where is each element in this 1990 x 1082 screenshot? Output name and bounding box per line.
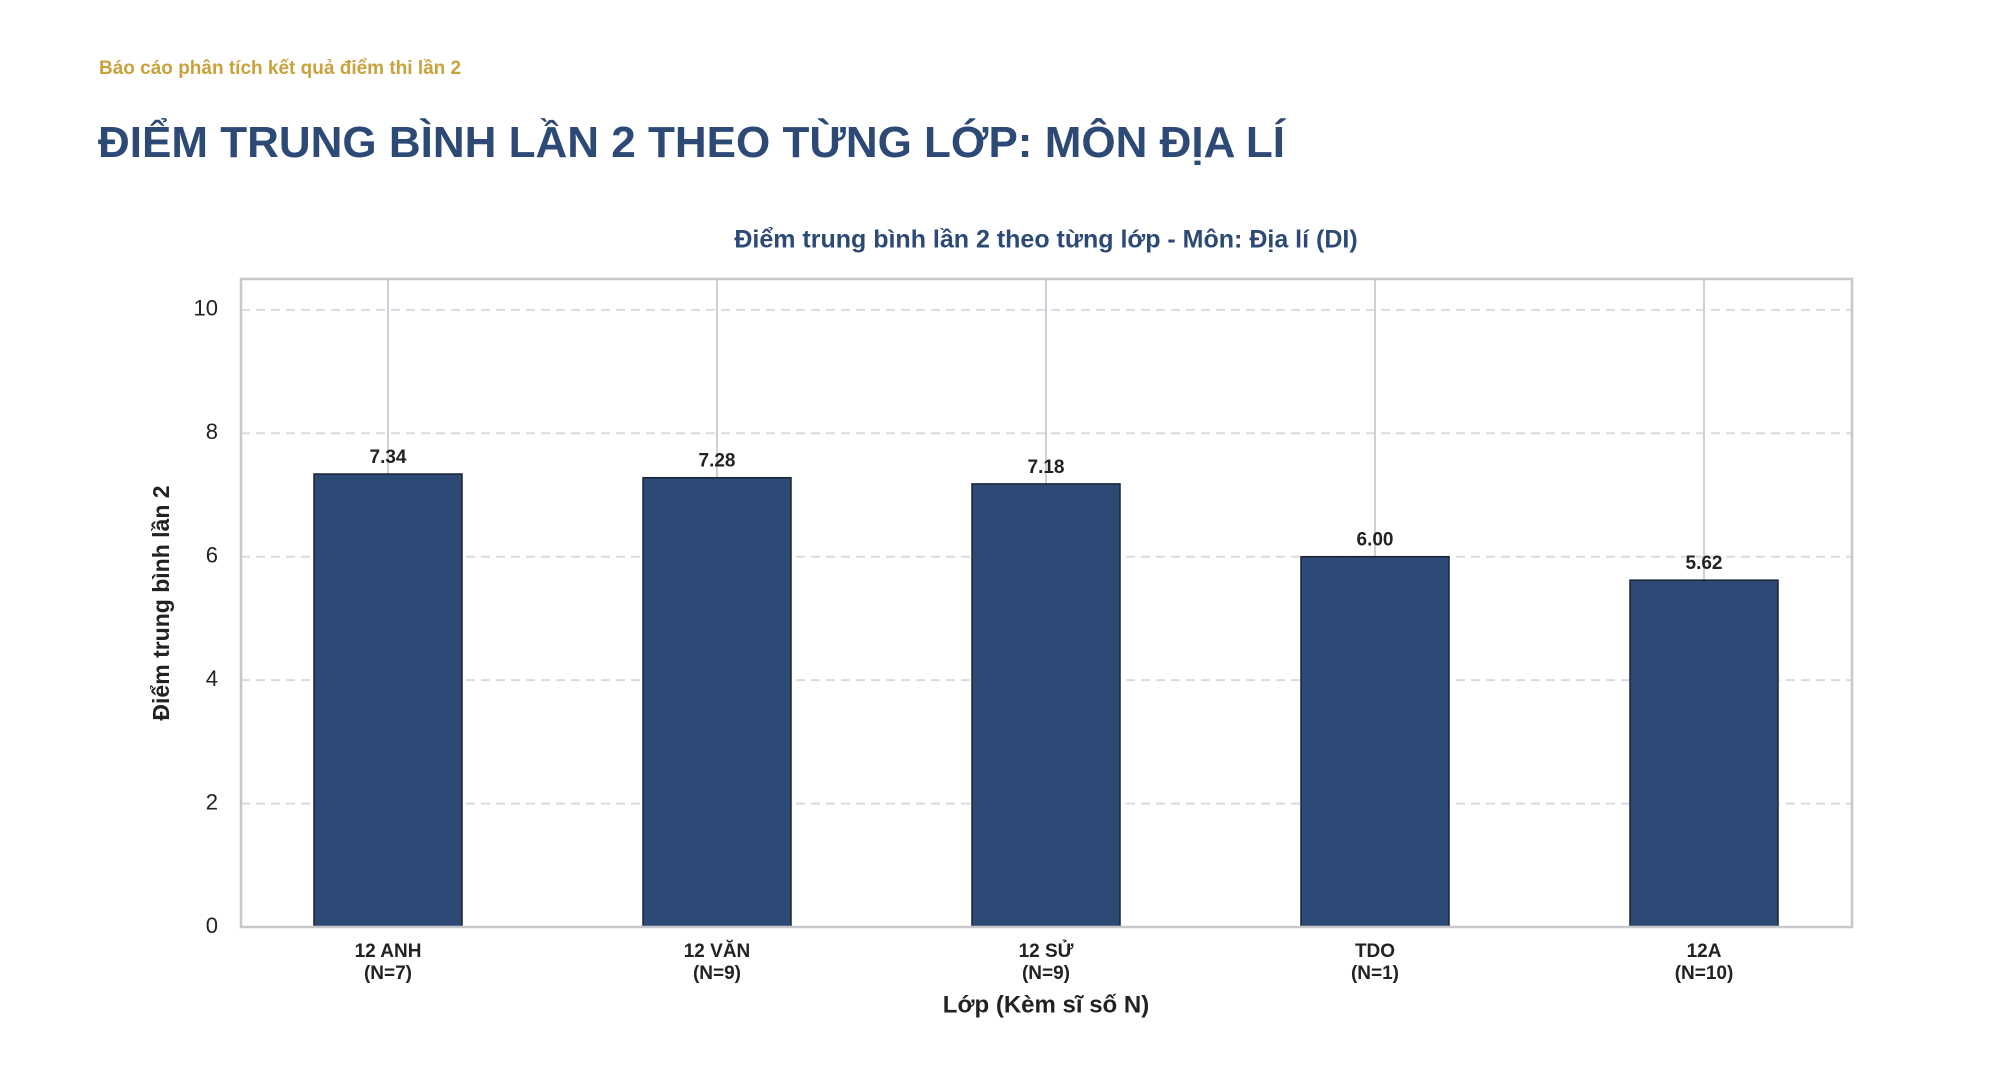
value-label: 7.28 [699, 451, 736, 472]
x-tick-label: TDO (N=1) [1350, 941, 1400, 984]
x-tick-label: 12 SỬ (N=9) [1018, 941, 1074, 984]
x-tick-label: 12 VĂN (N=9) [683, 941, 751, 984]
value-label: 6.00 [1357, 530, 1394, 551]
report-kicker: Báo cáo phân tích kết quả điểm thi lần 2 [99, 58, 462, 79]
y-tick-label: 2 [206, 789, 218, 814]
bar [1629, 579, 1779, 928]
x-tick-label: 12A (N=10) [1674, 941, 1734, 984]
y-tick-label: 0 [206, 913, 218, 938]
value-label: 5.62 [1686, 553, 1723, 574]
x-tick-label: 12 ANH (N=7) [354, 941, 422, 984]
x-axis-label: Lớp (Kèm sĩ số N) [943, 991, 1149, 1018]
bar [1300, 555, 1450, 928]
bar [642, 476, 792, 928]
bar [313, 473, 463, 928]
bar [971, 483, 1121, 928]
y-tick-label: 10 [194, 296, 218, 321]
y-tick-label: 6 [206, 543, 218, 568]
y-axis-label: Điểm trung bình lần 2 [148, 485, 174, 720]
value-label: 7.34 [370, 447, 407, 468]
y-tick-label: 8 [206, 419, 218, 444]
page-title: ĐIỂM TRUNG BÌNH LẦN 2 THEO TỪNG LỚP: MÔN… [98, 118, 1286, 167]
value-label: 7.18 [1028, 457, 1065, 478]
y-tick-label: 4 [206, 666, 218, 691]
chart-title: Điểm trung bình lần 2 theo từng lớp - Mô… [734, 226, 1357, 254]
plot-frame [239, 277, 1854, 929]
